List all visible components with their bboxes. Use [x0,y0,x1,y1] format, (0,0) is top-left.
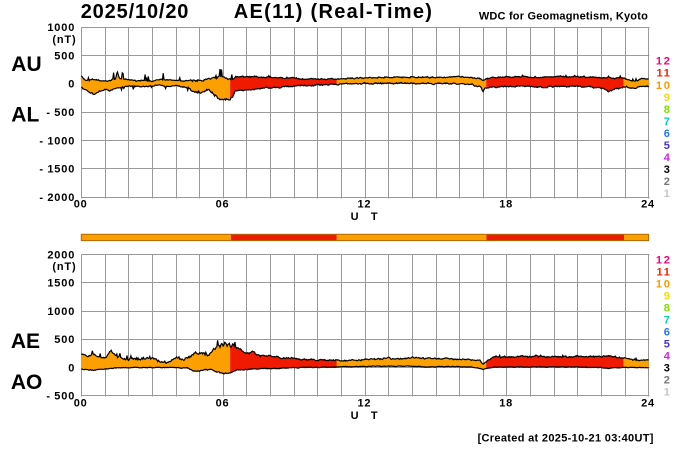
svg-text:3: 3 [664,363,672,375]
svg-text:0: 0 [68,79,75,91]
svg-text:1000: 1000 [47,306,75,318]
svg-text:11: 11 [656,266,671,278]
svg-text:2000: 2000 [47,250,75,262]
svg-text:5: 5 [664,140,672,152]
svg-text:6: 6 [664,327,672,339]
svg-text:AL: AL [11,104,39,127]
svg-text:1: 1 [664,387,672,399]
svg-text:5: 5 [664,339,672,351]
svg-text:T: T [371,410,378,422]
svg-text:500: 500 [54,50,75,62]
svg-text:24: 24 [641,198,655,210]
svg-text:T: T [371,211,378,223]
svg-text:U: U [351,211,359,223]
svg-text:3: 3 [664,164,672,176]
svg-text:AU: AU [11,53,41,76]
svg-text:AE(11) (Real-Time): AE(11) (Real-Time) [234,1,433,23]
svg-text:00: 00 [74,397,88,409]
svg-text:WDC for Geomagnetism, Kyoto: WDC for Geomagnetism, Kyoto [479,10,648,22]
svg-text:-1000: -1000 [39,135,75,147]
svg-text:U: U [351,410,359,422]
svg-text:7: 7 [664,314,672,326]
svg-text:18: 18 [499,198,513,210]
svg-text:AE: AE [11,330,40,353]
svg-text:9: 9 [664,290,672,302]
svg-text:18: 18 [499,397,513,409]
svg-text:-2000: -2000 [39,192,75,204]
svg-text:12: 12 [656,254,672,266]
svg-text:00: 00 [74,198,88,210]
svg-text:10: 10 [656,278,672,290]
svg-text:24: 24 [641,397,655,409]
svg-text:06: 06 [216,198,230,210]
svg-text:6: 6 [664,128,672,140]
svg-text:(nT): (nT) [52,34,76,46]
svg-text:8: 8 [664,104,672,116]
svg-text:8: 8 [664,302,672,314]
svg-text:500: 500 [54,334,75,346]
svg-text:11: 11 [656,68,671,80]
svg-text:2: 2 [664,176,672,188]
svg-text:AO: AO [11,371,43,394]
svg-text:4: 4 [664,351,672,363]
svg-text:7: 7 [664,116,672,128]
svg-text:10: 10 [656,80,672,92]
svg-text:0: 0 [68,362,75,374]
svg-text:12: 12 [656,56,672,68]
svg-text:4: 4 [664,152,672,164]
svg-text:06: 06 [216,397,230,409]
svg-text:1000: 1000 [47,22,75,34]
svg-text:(nT): (nT) [52,261,76,273]
svg-text:9: 9 [664,92,672,104]
svg-text:-500: -500 [46,107,75,119]
svg-text:-500: -500 [46,391,75,403]
svg-text:12: 12 [357,198,371,210]
svg-text:2: 2 [664,375,672,387]
svg-text:2025/10/20: 2025/10/20 [81,1,190,23]
svg-text:12: 12 [357,397,371,409]
svg-text:1: 1 [664,188,672,200]
svg-text:-1500: -1500 [39,164,75,176]
svg-text:[Created at 2025-10-21 03:40UT: [Created at 2025-10-21 03:40UT] [478,432,654,444]
svg-text:1500: 1500 [47,278,75,290]
